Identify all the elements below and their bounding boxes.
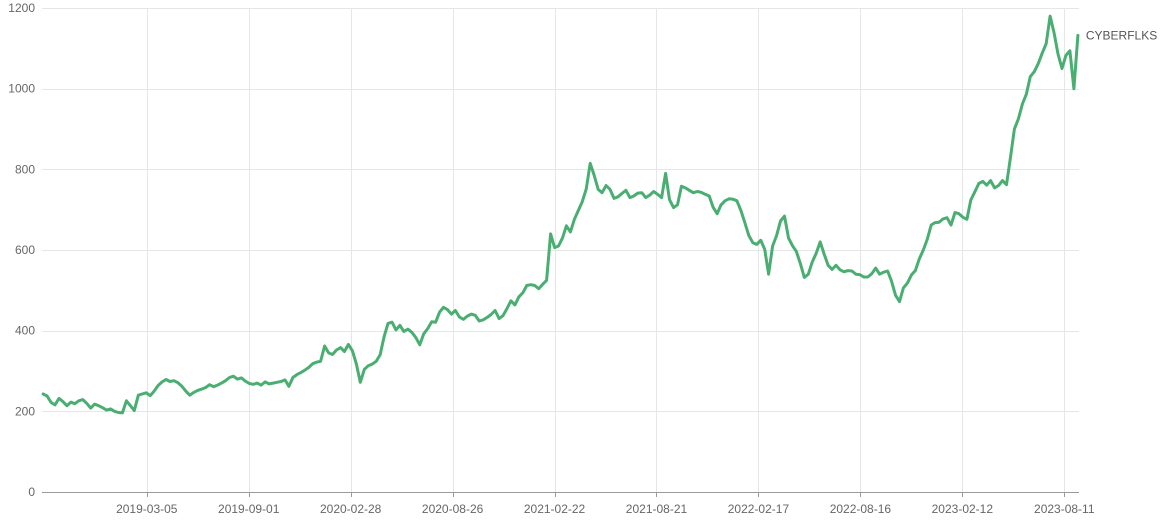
x-tick-label: 2022-02-17	[728, 502, 790, 516]
series-group	[41, 14, 1080, 415]
x-tick-label: 2023-02-12	[932, 502, 994, 516]
y-tick-label: 1000	[8, 82, 35, 96]
grid-lines	[42, 8, 1079, 492]
x-tick-label: 2021-08-21	[626, 502, 688, 516]
x-tick-label: 2019-03-05	[116, 502, 178, 516]
y-tick-label: 600	[15, 243, 35, 257]
x-axis	[42, 492, 1079, 497]
y-tick-label: 400	[15, 324, 35, 338]
series-end-labels: CYBERFLKS	[1086, 28, 1157, 42]
x-tick-label: 2023-08-11	[1034, 502, 1095, 516]
series-end-label: CYBERFLKS	[1086, 28, 1157, 42]
y-tick-label: 200	[15, 404, 35, 418]
y-axis-tick-labels: 0 200 400 600 800 1000 1200	[8, 1, 35, 499]
x-tick-label: 2021-02-22	[524, 502, 586, 516]
series-line-cyberflks	[41, 14, 1080, 415]
x-tick-label: 2020-08-26	[422, 502, 484, 516]
x-axis-tick-labels: 2019-03-05 2019-09-01 2020-02-28 2020-08-26…	[116, 502, 1095, 516]
y-tick-label: 0	[28, 485, 35, 499]
x-tick-label: 2020-02-28	[320, 502, 382, 516]
y-tick-label: 1200	[8, 1, 35, 15]
x-tick-label: 2022-08-16	[830, 502, 892, 516]
x-tick-label: 2019-09-01	[218, 502, 280, 516]
y-tick-label: 800	[15, 162, 35, 176]
